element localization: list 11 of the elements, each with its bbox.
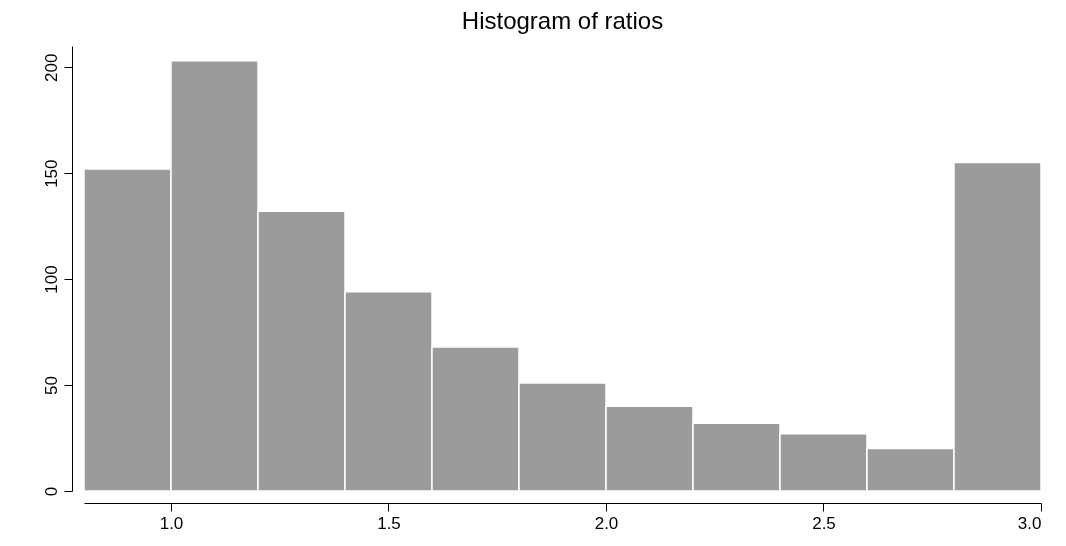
x-tick-label: 2.5	[812, 513, 836, 533]
y-tick-label: 100	[41, 265, 61, 294]
y-tick-label: 50	[41, 376, 61, 396]
x-tick-label: 1.5	[377, 513, 401, 533]
y-tick-label: 0	[41, 486, 61, 497]
y-tick-label: 150	[41, 159, 61, 188]
x-tick-label: 1.0	[159, 513, 184, 533]
x-tick-label: 2.0	[594, 513, 619, 533]
y-tick-label: 200	[41, 53, 61, 82]
chart-title: Histogram of ratios	[461, 7, 664, 34]
x-tick-label: 3.0	[1017, 513, 1042, 533]
